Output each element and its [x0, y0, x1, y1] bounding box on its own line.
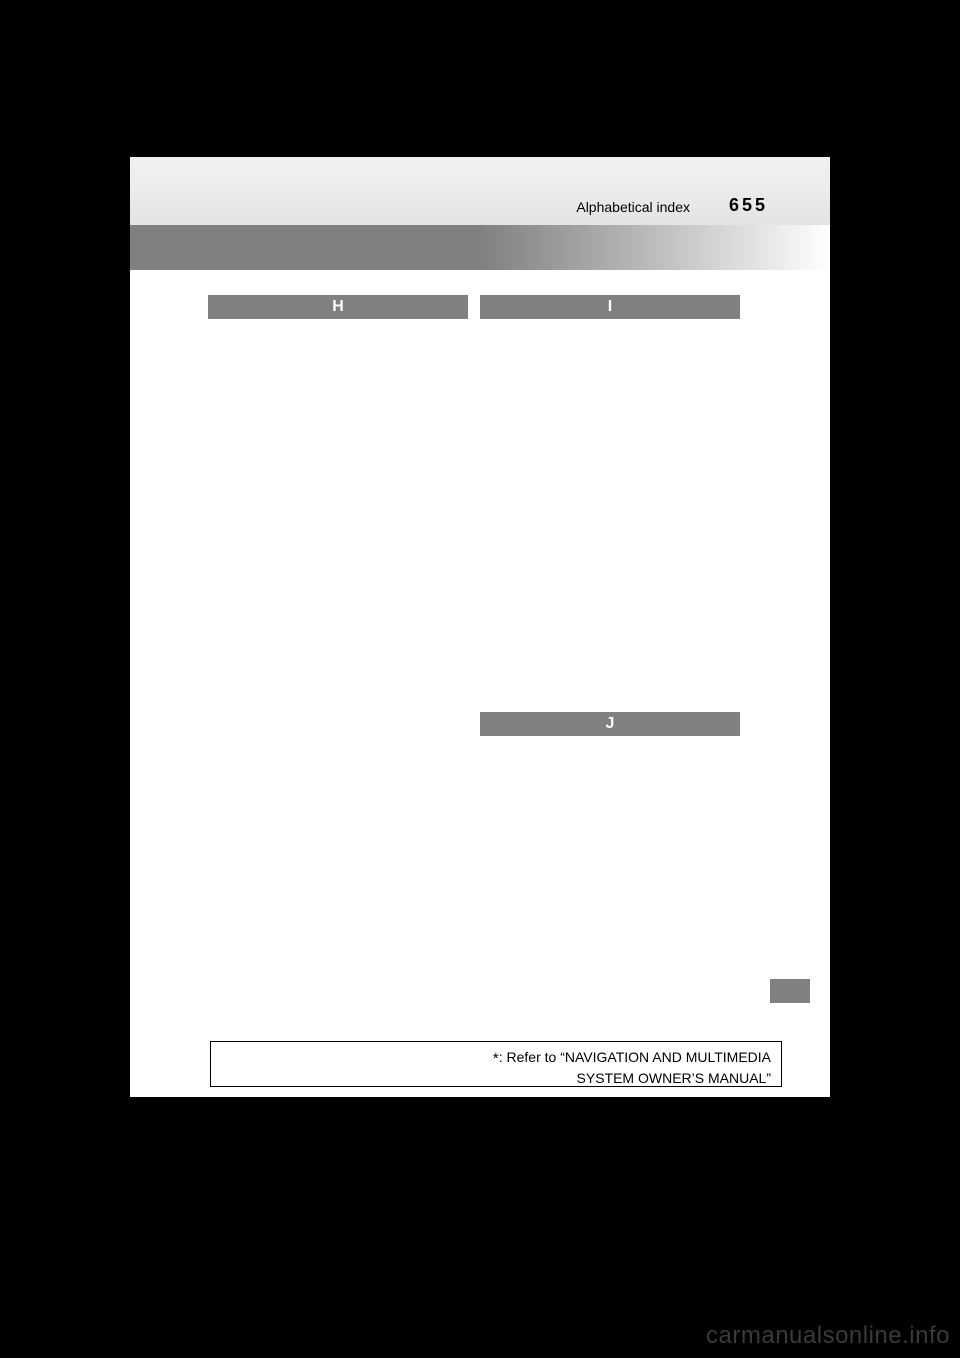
side-tab-marker	[770, 979, 810, 1003]
page-number: 655	[729, 195, 768, 216]
watermark: carmanualsonline.info	[706, 1322, 950, 1350]
manual-page: Alphabetical index 655 H I J *: Refer to…	[130, 157, 830, 1097]
footnote-line2: SYSTEM OWNER’S MANUAL”	[577, 1070, 771, 1086]
footnote-line1: : Refer to “NAVIGATION AND MULTIMEDIA	[499, 1049, 771, 1065]
page-header-band	[130, 157, 830, 225]
gradient-band	[130, 225, 830, 270]
section-header-j: J	[480, 712, 740, 736]
header-section-label: Alphabetical index	[576, 199, 690, 215]
footnote-box: *: Refer to “NAVIGATION AND MULTIMEDIA S…	[210, 1041, 782, 1087]
section-header-h: H	[208, 295, 468, 319]
section-header-i: I	[480, 295, 740, 319]
